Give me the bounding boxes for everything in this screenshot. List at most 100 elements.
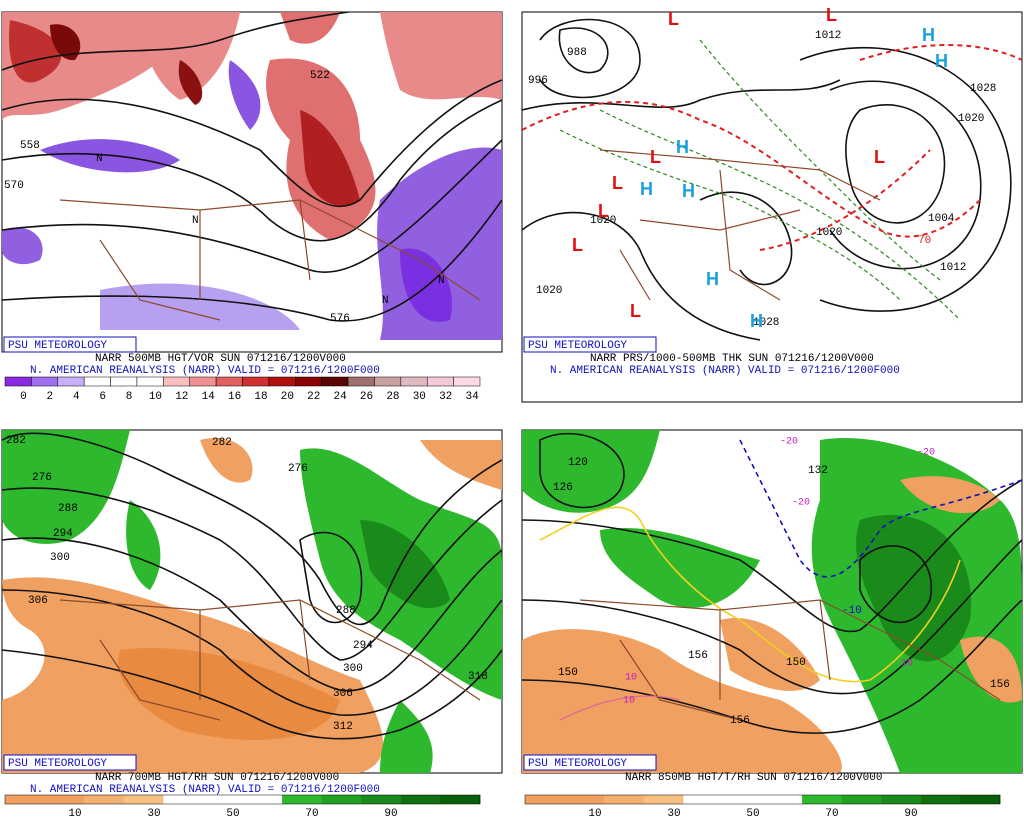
colorbar-label: 4 — [73, 391, 80, 403]
colorbar-cell — [282, 795, 322, 804]
temperature-label: 10 — [623, 696, 635, 707]
colorbar-label: 0 — [20, 391, 27, 403]
panel-pressure-thickness: 988 996 1012 1020 1020 1028 1012 1004 10… — [521, 5, 1023, 403]
map-feature — [539, 432, 625, 509]
map-feature — [380, 12, 502, 100]
map-feature — [720, 618, 820, 691]
colorbar-cell — [440, 795, 481, 804]
low-marker: L — [668, 9, 679, 29]
map-feature — [579, 599, 1001, 721]
colorbar-cell — [84, 795, 125, 804]
colorbar: 10 30 50 70 90 — [4, 794, 481, 819]
title-line: N. AMERICAN REANALYSIS (NARR) VALID = 07… — [550, 365, 900, 377]
map-feature — [539, 506, 961, 683]
logo: PSU METEOROLOGY — [528, 340, 627, 352]
map-feature — [600, 527, 760, 608]
colorbar-cell — [802, 795, 842, 804]
map-feature — [59, 199, 481, 321]
colorbar-cell — [123, 795, 164, 804]
contour-label: 156 — [730, 715, 750, 727]
title-line: NARR 850MB HGT/T/RH SUN 071216/1200V000 — [625, 772, 882, 784]
colorbar-label: 18 — [254, 391, 267, 403]
map-feature — [859, 545, 933, 624]
logo-box — [3, 336, 137, 353]
temperature-label: -20 — [917, 448, 935, 459]
colorbar-label: 2 — [47, 391, 54, 403]
colorbar-cell — [215, 376, 243, 387]
panel-850mb: 120 126 132 150 156 150 156 156 -20 -20 … — [521, 429, 1023, 819]
colorbar-label: 70 — [305, 808, 318, 819]
map-feature — [228, 60, 261, 130]
colorbar-cell — [643, 795, 684, 804]
map-feature — [960, 636, 1022, 703]
contour-label: 996 — [528, 75, 548, 87]
map-feature — [845, 104, 946, 224]
contour-label: 1028 — [970, 83, 996, 95]
contour-label: 1004 — [928, 213, 955, 225]
colorbar-cell — [374, 376, 402, 387]
high-marker: H — [935, 51, 948, 71]
map-feature — [2, 139, 502, 273]
map-feature — [522, 430, 660, 513]
colorbar-cell — [110, 376, 138, 387]
map-feature — [900, 476, 1000, 514]
logo: PSU METEOROLOGY — [528, 758, 627, 770]
high-marker: H — [750, 311, 763, 331]
colorbar-cell — [361, 795, 402, 804]
colorbar-label: 30 — [667, 808, 680, 819]
colorbar-cell — [163, 376, 190, 387]
colorbar-cell — [268, 376, 296, 387]
title-line: NARR 700MB HGT/RH SUN 071216/1200V000 — [95, 772, 339, 784]
colorbar-label: 50 — [226, 808, 239, 819]
title-line: N. AMERICAN REANALYSIS (NARR) VALID = 07… — [30, 784, 380, 796]
map-feature — [522, 599, 1022, 734]
colorbar-cell — [242, 376, 270, 387]
colorbar-cell — [44, 795, 85, 804]
map-feature — [59, 599, 481, 721]
contour-label: 276 — [288, 463, 308, 475]
panel-500mb: 558 522 570 576 N N N N PSU METEOROLOGY … — [1, 11, 503, 403]
colorbar-label: 70 — [825, 808, 838, 819]
contour-label: 1020 — [536, 285, 562, 297]
contour-label: 312 — [333, 721, 353, 733]
temperature-label: -20 — [780, 437, 798, 448]
map-feature — [799, 46, 1012, 312]
high-marker: H — [676, 137, 689, 157]
high-marker: H — [640, 179, 653, 199]
contour-label: 522 — [310, 70, 330, 82]
map-feature — [829, 80, 982, 270]
logo-box — [523, 336, 657, 353]
contour-label: 318 — [468, 671, 488, 683]
map-feature — [539, 18, 641, 99]
map-feature — [522, 211, 761, 341]
map-feature — [118, 648, 340, 740]
vorticity-shading — [2, 12, 502, 340]
map-feature — [360, 520, 450, 609]
colorbar-cell — [163, 795, 204, 804]
colorbar: 0 2 4 6 8 10 12 14 16 18 20 22 24 26 28 30 32 34 — [4, 376, 481, 403]
contour-label: 570 — [4, 180, 24, 192]
map-feature — [558, 27, 609, 74]
colorbar-label: 32 — [439, 391, 452, 403]
contour-label: 576 — [330, 313, 350, 325]
title-line: NARR PRS/1000-500MB THK SUN 071216/1200V… — [590, 353, 874, 365]
colorbar-cell — [426, 376, 454, 387]
map-feature — [2, 589, 502, 716]
map-feature — [759, 44, 1022, 251]
contour-label: 132 — [808, 465, 828, 477]
colorbar-frame — [4, 794, 481, 805]
high-marker: H — [682, 181, 695, 201]
contour-label: 1020 — [958, 113, 984, 125]
colorbar-label: 14 — [202, 391, 216, 403]
colorbar-cell — [136, 376, 164, 387]
map-feature — [522, 79, 841, 111]
colorbar-label: 90 — [384, 808, 397, 819]
contour-label: 306 — [28, 595, 48, 607]
contour-label: N — [382, 295, 389, 307]
low-marker: L — [572, 235, 583, 255]
colorbar-label: 90 — [904, 808, 917, 819]
colorbar-frame — [524, 794, 1001, 805]
colorbar-cell — [57, 376, 85, 387]
